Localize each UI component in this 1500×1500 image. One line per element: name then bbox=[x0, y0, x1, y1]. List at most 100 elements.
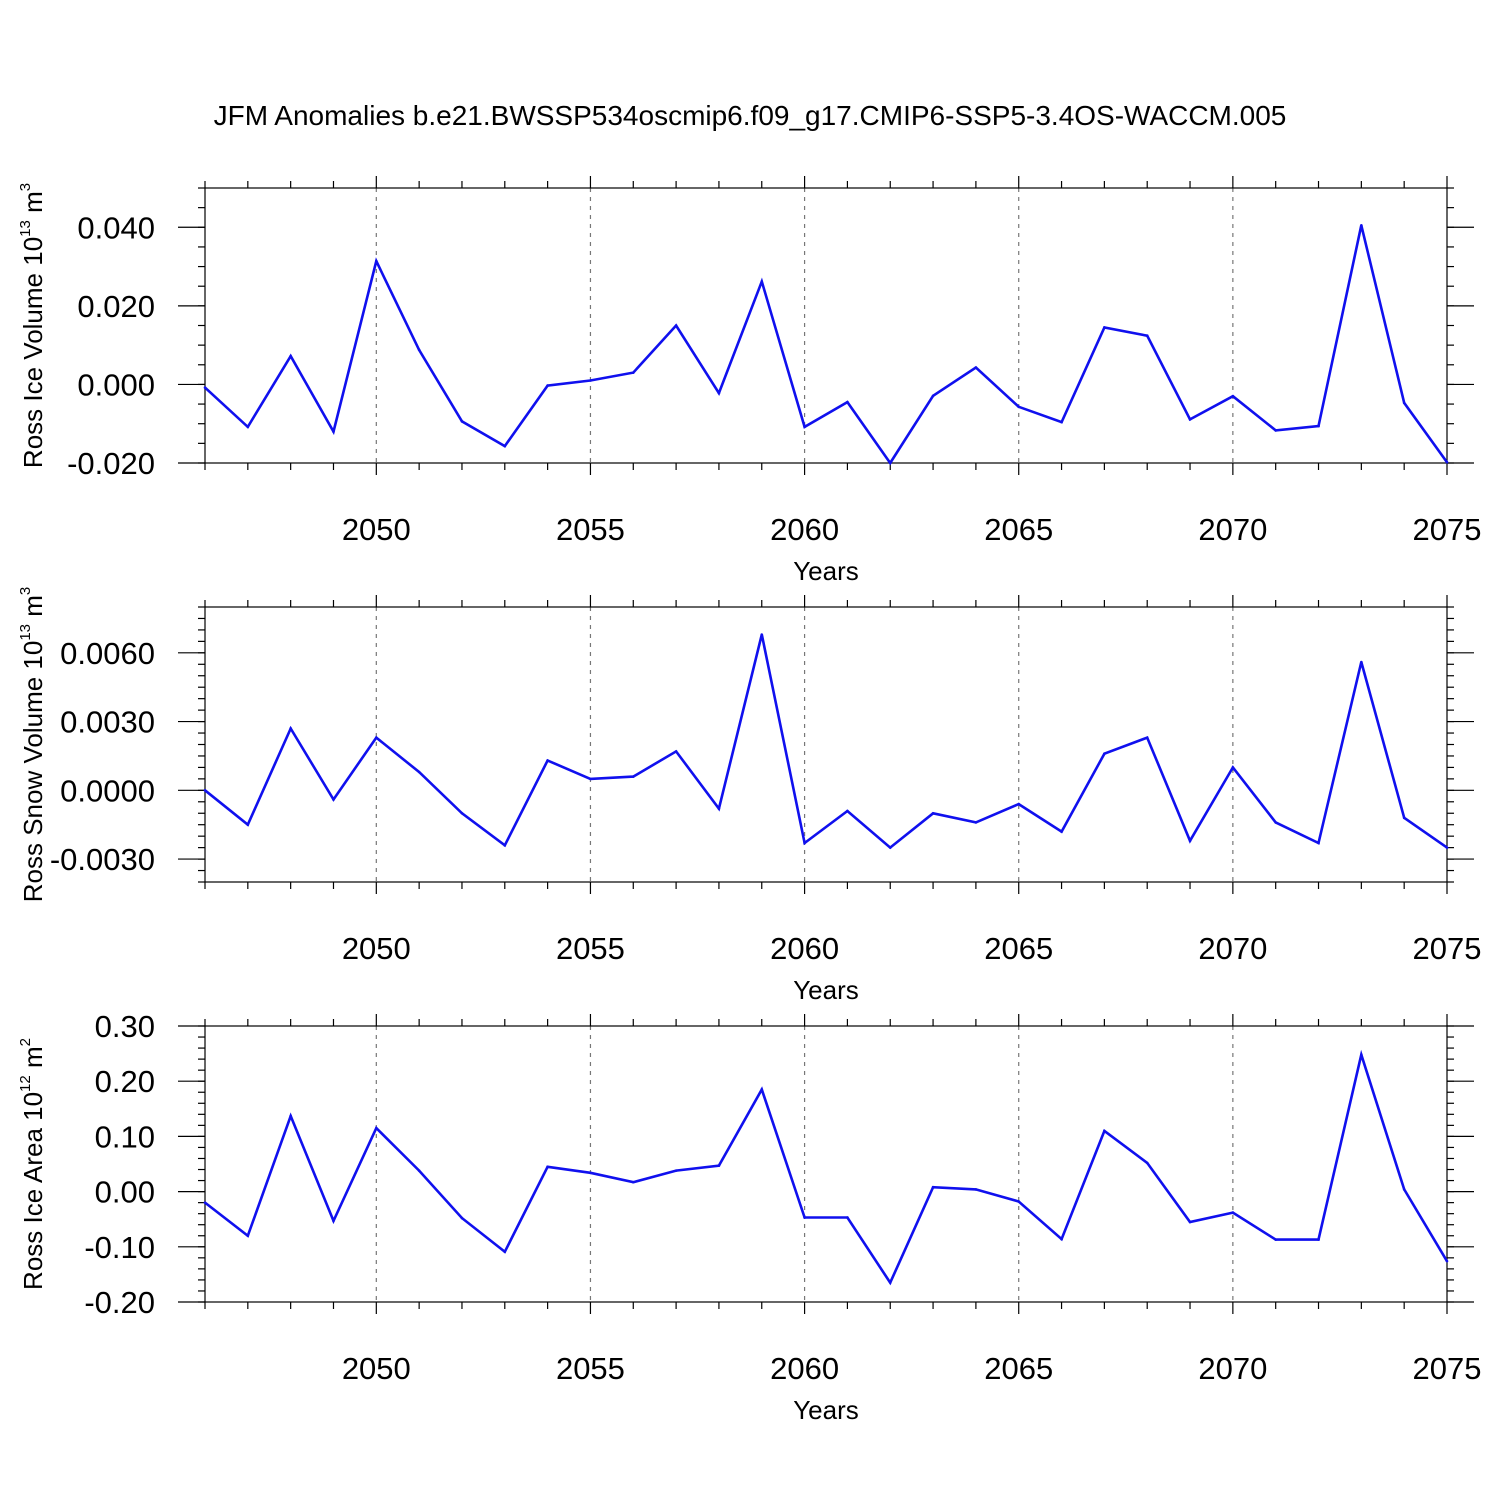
data-point bbox=[803, 841, 806, 845]
data-point bbox=[1188, 839, 1192, 843]
data-point bbox=[888, 1281, 892, 1284]
x-axis-title: Years bbox=[793, 1395, 859, 1425]
x-tick-label: 2070 bbox=[1198, 512, 1267, 547]
data-point bbox=[1231, 394, 1235, 398]
y-tick-label: 0.0060 bbox=[60, 636, 155, 671]
data-point bbox=[846, 1216, 849, 1219]
y-tick-label: 0.10 bbox=[95, 1119, 155, 1154]
x-tick-label: 2055 bbox=[556, 931, 625, 966]
plot-frame bbox=[204, 606, 1448, 883]
data-point bbox=[417, 348, 421, 352]
plot-frame bbox=[204, 187, 1448, 464]
data-point bbox=[760, 1088, 764, 1091]
x-axis-title: Years bbox=[793, 556, 859, 586]
x-tick-label: 2050 bbox=[342, 512, 411, 547]
x-tick-label: 2065 bbox=[984, 931, 1053, 966]
data-point bbox=[931, 1185, 935, 1189]
data-point bbox=[1060, 1237, 1063, 1241]
data-point bbox=[1017, 1200, 1021, 1203]
data-point bbox=[1445, 1259, 1449, 1263]
data-point bbox=[974, 1188, 978, 1191]
data-point bbox=[1017, 802, 1021, 806]
data-point bbox=[417, 770, 421, 774]
data-point bbox=[460, 811, 464, 815]
y-tick-label: 0.00 bbox=[95, 1175, 155, 1210]
data-point bbox=[1231, 766, 1235, 769]
data-point bbox=[1402, 1188, 1406, 1191]
data-point bbox=[546, 384, 549, 387]
data-point bbox=[717, 807, 721, 810]
data-point bbox=[589, 1171, 592, 1175]
y-axis-title: Ross Snow Volume 1013 m3 bbox=[17, 587, 48, 903]
data-point bbox=[1103, 1129, 1106, 1133]
data-point bbox=[1060, 420, 1063, 424]
data-point bbox=[289, 727, 292, 730]
figure-title: JFM Anomalies b.e21.BWSSP534oscmip6.f09_… bbox=[214, 100, 1287, 131]
data-point bbox=[974, 366, 978, 369]
y-tick-label: 0.30 bbox=[95, 1009, 155, 1044]
y-axis-title-superscript: 13 bbox=[17, 220, 34, 237]
data-point bbox=[332, 1219, 335, 1223]
data-point bbox=[375, 736, 378, 739]
y-axis-title-superscript: 12 bbox=[17, 1075, 34, 1092]
data-point bbox=[1017, 405, 1021, 409]
data-point bbox=[503, 844, 507, 847]
y-tick-label: 0.000 bbox=[77, 367, 155, 402]
data-point bbox=[246, 425, 250, 429]
x-tick-label: 2075 bbox=[1413, 1351, 1482, 1386]
x-tick-label: 2060 bbox=[770, 1351, 839, 1386]
data-point bbox=[1402, 816, 1406, 820]
y-axis-title-part: m bbox=[18, 595, 48, 624]
data-point bbox=[846, 400, 849, 404]
y-tick-label: 0.0000 bbox=[60, 773, 155, 808]
x-tick-label: 2060 bbox=[770, 512, 839, 547]
series-line bbox=[204, 634, 1448, 850]
x-tick-label: 2070 bbox=[1198, 931, 1267, 966]
x-tick-label: 2050 bbox=[342, 931, 411, 966]
data-point bbox=[1360, 224, 1363, 227]
data-point bbox=[803, 425, 806, 429]
x-tick-label: 2065 bbox=[984, 1351, 1053, 1386]
data-point bbox=[332, 798, 335, 801]
y-tick-label: -0.20 bbox=[84, 1285, 155, 1320]
data-point bbox=[631, 775, 635, 778]
data-point bbox=[631, 371, 635, 374]
data-point bbox=[931, 811, 935, 815]
y-tick-label: -0.0030 bbox=[50, 842, 155, 877]
data-point bbox=[417, 1169, 421, 1172]
data-point bbox=[1145, 334, 1149, 338]
series-line bbox=[204, 224, 1449, 466]
data-point bbox=[589, 379, 592, 382]
data-point bbox=[1060, 830, 1063, 833]
data-point bbox=[1274, 821, 1277, 824]
y-tick-label: 0.0030 bbox=[60, 705, 155, 740]
x-tick-label: 2070 bbox=[1198, 1351, 1267, 1386]
data-point bbox=[760, 633, 764, 636]
y-tick-label: -0.10 bbox=[84, 1230, 155, 1265]
data-point bbox=[332, 430, 335, 433]
y-tick-label: 0.20 bbox=[95, 1064, 155, 1099]
data-point bbox=[674, 750, 678, 753]
panel-ice-volume: 0.040 0.020 0.000 -0.020 2050 2055 2060 2065 207… bbox=[17, 176, 1481, 586]
data-point bbox=[1103, 326, 1106, 329]
y-axis-title-superscript: 13 bbox=[17, 624, 34, 641]
data-point bbox=[760, 280, 764, 283]
data-point bbox=[888, 461, 892, 465]
data-point bbox=[1188, 418, 1192, 421]
x-tick-label: 2055 bbox=[556, 1351, 625, 1386]
data-point bbox=[289, 354, 292, 358]
data-point bbox=[1231, 1211, 1235, 1214]
data-point bbox=[1274, 1238, 1277, 1241]
x-tick-label: 2060 bbox=[770, 931, 839, 966]
data-point bbox=[717, 391, 721, 395]
x-tick-label: 2075 bbox=[1413, 512, 1482, 547]
x-tick-label: 2050 bbox=[342, 1351, 411, 1386]
data-point bbox=[203, 789, 207, 792]
data-point bbox=[888, 846, 892, 849]
data-point bbox=[674, 1169, 678, 1172]
y-tick-label: 0.020 bbox=[77, 289, 155, 324]
data-point bbox=[1103, 752, 1106, 755]
data-point bbox=[1445, 460, 1449, 464]
x-tick-label: 2075 bbox=[1413, 931, 1482, 966]
data-point bbox=[503, 444, 507, 448]
